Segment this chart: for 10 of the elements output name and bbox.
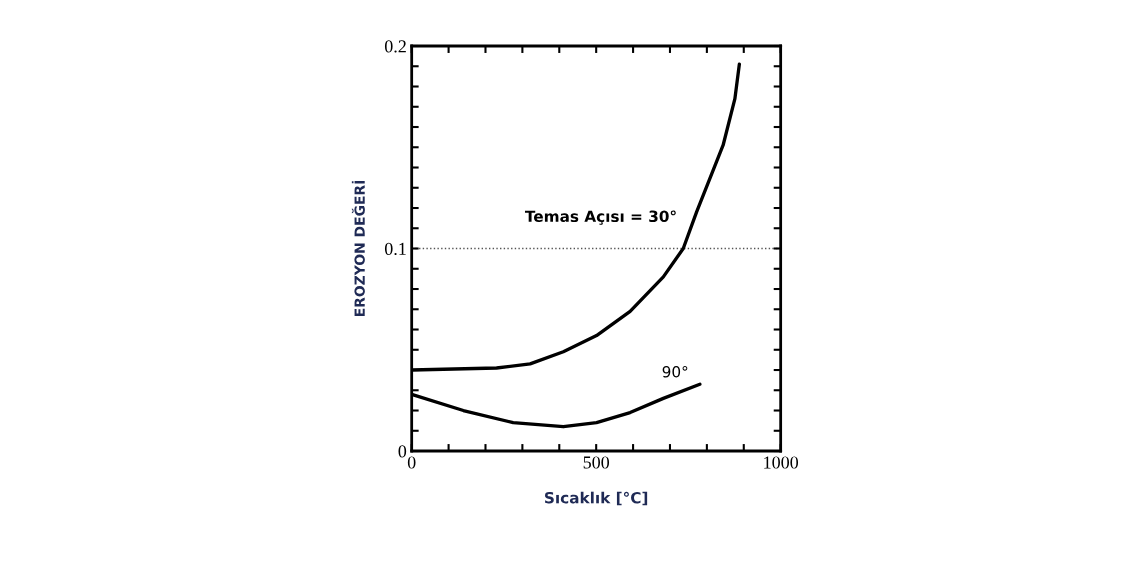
x-tick-label: 1000 — [764, 456, 799, 469]
series-label: 90° — [662, 365, 688, 378]
x-axis-title: Sıcaklık [°C] — [545, 491, 648, 506]
y-tick-label: 0.1 — [384, 242, 406, 256]
series-label: Temas Açısı = 30° — [524, 210, 676, 225]
y-tick-label: 0.2 — [384, 40, 406, 53]
x-tick-label: 0 — [407, 456, 416, 469]
y-axis-title: EROZYON DEĞERİ — [351, 180, 365, 317]
y-tick-label: 0 — [398, 445, 407, 458]
x-tick-label: 500 — [583, 456, 610, 469]
